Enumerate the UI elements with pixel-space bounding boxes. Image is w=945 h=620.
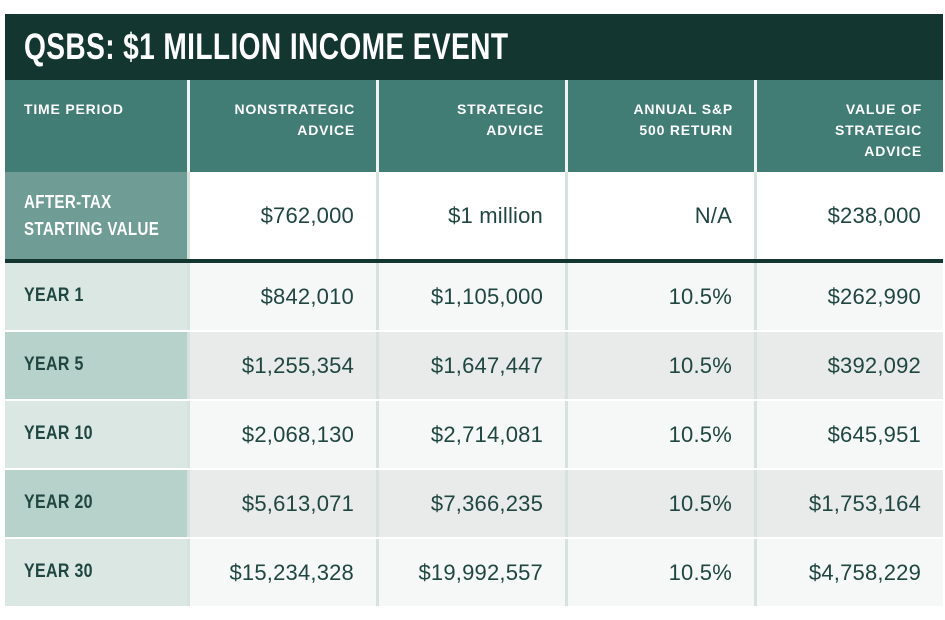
row-label: YEAR 5 — [24, 354, 84, 376]
cell-nonstrategic-advice: $5,613,071 — [190, 470, 376, 537]
column-header-nonstrategic-advice: NONSTRATEGIC ADVICE — [190, 80, 376, 172]
table-row-after-tax-starting-value: AFTER-TAX STARTING VALUE $762,000 $1 mil… — [5, 172, 943, 259]
cell-nonstrategic-advice: $2,068,130 — [190, 401, 376, 468]
column-header-strategic-advice: STRATEGIC ADVICE — [379, 80, 565, 172]
cell-value-of-strategic-advice: $262,990 — [757, 263, 943, 330]
qsbs-table-infographic: QSBS: $1 MILLION INCOME EVENT TIME PERIO… — [5, 14, 943, 606]
cell-annual-sp500-return: 10.5% — [568, 539, 754, 606]
cell-strategic-advice: $1,647,447 — [379, 332, 565, 399]
row-label-cell: YEAR 30 — [5, 539, 187, 606]
dark-separator — [5, 259, 943, 263]
cell-strategic-advice: $2,714,081 — [379, 401, 565, 468]
column-header-value-of-strategic-advice: VALUE OF STRATEGIC ADVICE — [757, 80, 943, 172]
cell-strategic-advice: $1,105,000 — [379, 263, 565, 330]
column-header-time-period: TIME PERIOD — [5, 80, 187, 172]
table-row-year-1: YEAR 1 $842,010 $1,105,000 10.5% $262,99… — [5, 263, 943, 330]
cell-nonstrategic-advice: $762,000 — [190, 172, 376, 259]
cell-value-of-strategic-advice: $1,753,164 — [757, 470, 943, 537]
table-header-row: TIME PERIOD NONSTRATEGIC ADVICE STRATEGI… — [5, 80, 943, 172]
cell-value-of-strategic-advice: $4,758,229 — [757, 539, 943, 606]
table-row-year-20: YEAR 20 $5,613,071 $7,366,235 10.5% $1,7… — [5, 470, 943, 537]
title-bar: QSBS: $1 MILLION INCOME EVENT — [5, 14, 943, 80]
page-title: QSBS: $1 MILLION INCOME EVENT — [24, 26, 509, 67]
row-label: YEAR 1 — [24, 285, 84, 307]
table-row-year-5: YEAR 5 $1,255,354 $1,647,447 10.5% $392,… — [5, 332, 943, 399]
row-label-cell: YEAR 20 — [5, 470, 187, 537]
table-row-year-10: YEAR 10 $2,068,130 $2,714,081 10.5% $645… — [5, 401, 943, 468]
cell-value-of-strategic-advice: $645,951 — [757, 401, 943, 468]
cell-annual-sp500-return: 10.5% — [568, 401, 754, 468]
row-label-cell: YEAR 5 — [5, 332, 187, 399]
cell-value-of-strategic-advice: $392,092 — [757, 332, 943, 399]
row-label: AFTER-TAX STARTING VALUE — [24, 191, 160, 239]
cell-annual-sp500-return: 10.5% — [568, 470, 754, 537]
cell-strategic-advice: $7,366,235 — [379, 470, 565, 537]
cell-nonstrategic-advice: $842,010 — [190, 263, 376, 330]
cell-strategic-advice: $19,992,557 — [379, 539, 565, 606]
cell-annual-sp500-return: 10.5% — [568, 263, 754, 330]
cell-nonstrategic-advice: $1,255,354 — [190, 332, 376, 399]
row-label-cell: YEAR 10 — [5, 401, 187, 468]
column-header-annual-sp500-return: ANNUAL S&P 500 RETURN — [568, 80, 754, 172]
cell-annual-sp500-return: 10.5% — [568, 332, 754, 399]
row-label: YEAR 30 — [24, 561, 93, 583]
cell-nonstrategic-advice: $15,234,328 — [190, 539, 376, 606]
table-row-year-30: YEAR 30 $15,234,328 $19,992,557 10.5% $4… — [5, 539, 943, 606]
cell-annual-sp500-return: N/A — [568, 172, 754, 259]
row-label: YEAR 10 — [24, 423, 93, 445]
row-label-cell: AFTER-TAX STARTING VALUE — [5, 172, 187, 259]
cell-value-of-strategic-advice: $238,000 — [757, 172, 943, 259]
row-label: YEAR 20 — [24, 492, 93, 514]
cell-strategic-advice: $1 million — [379, 172, 565, 259]
row-label-cell: YEAR 1 — [5, 263, 187, 330]
